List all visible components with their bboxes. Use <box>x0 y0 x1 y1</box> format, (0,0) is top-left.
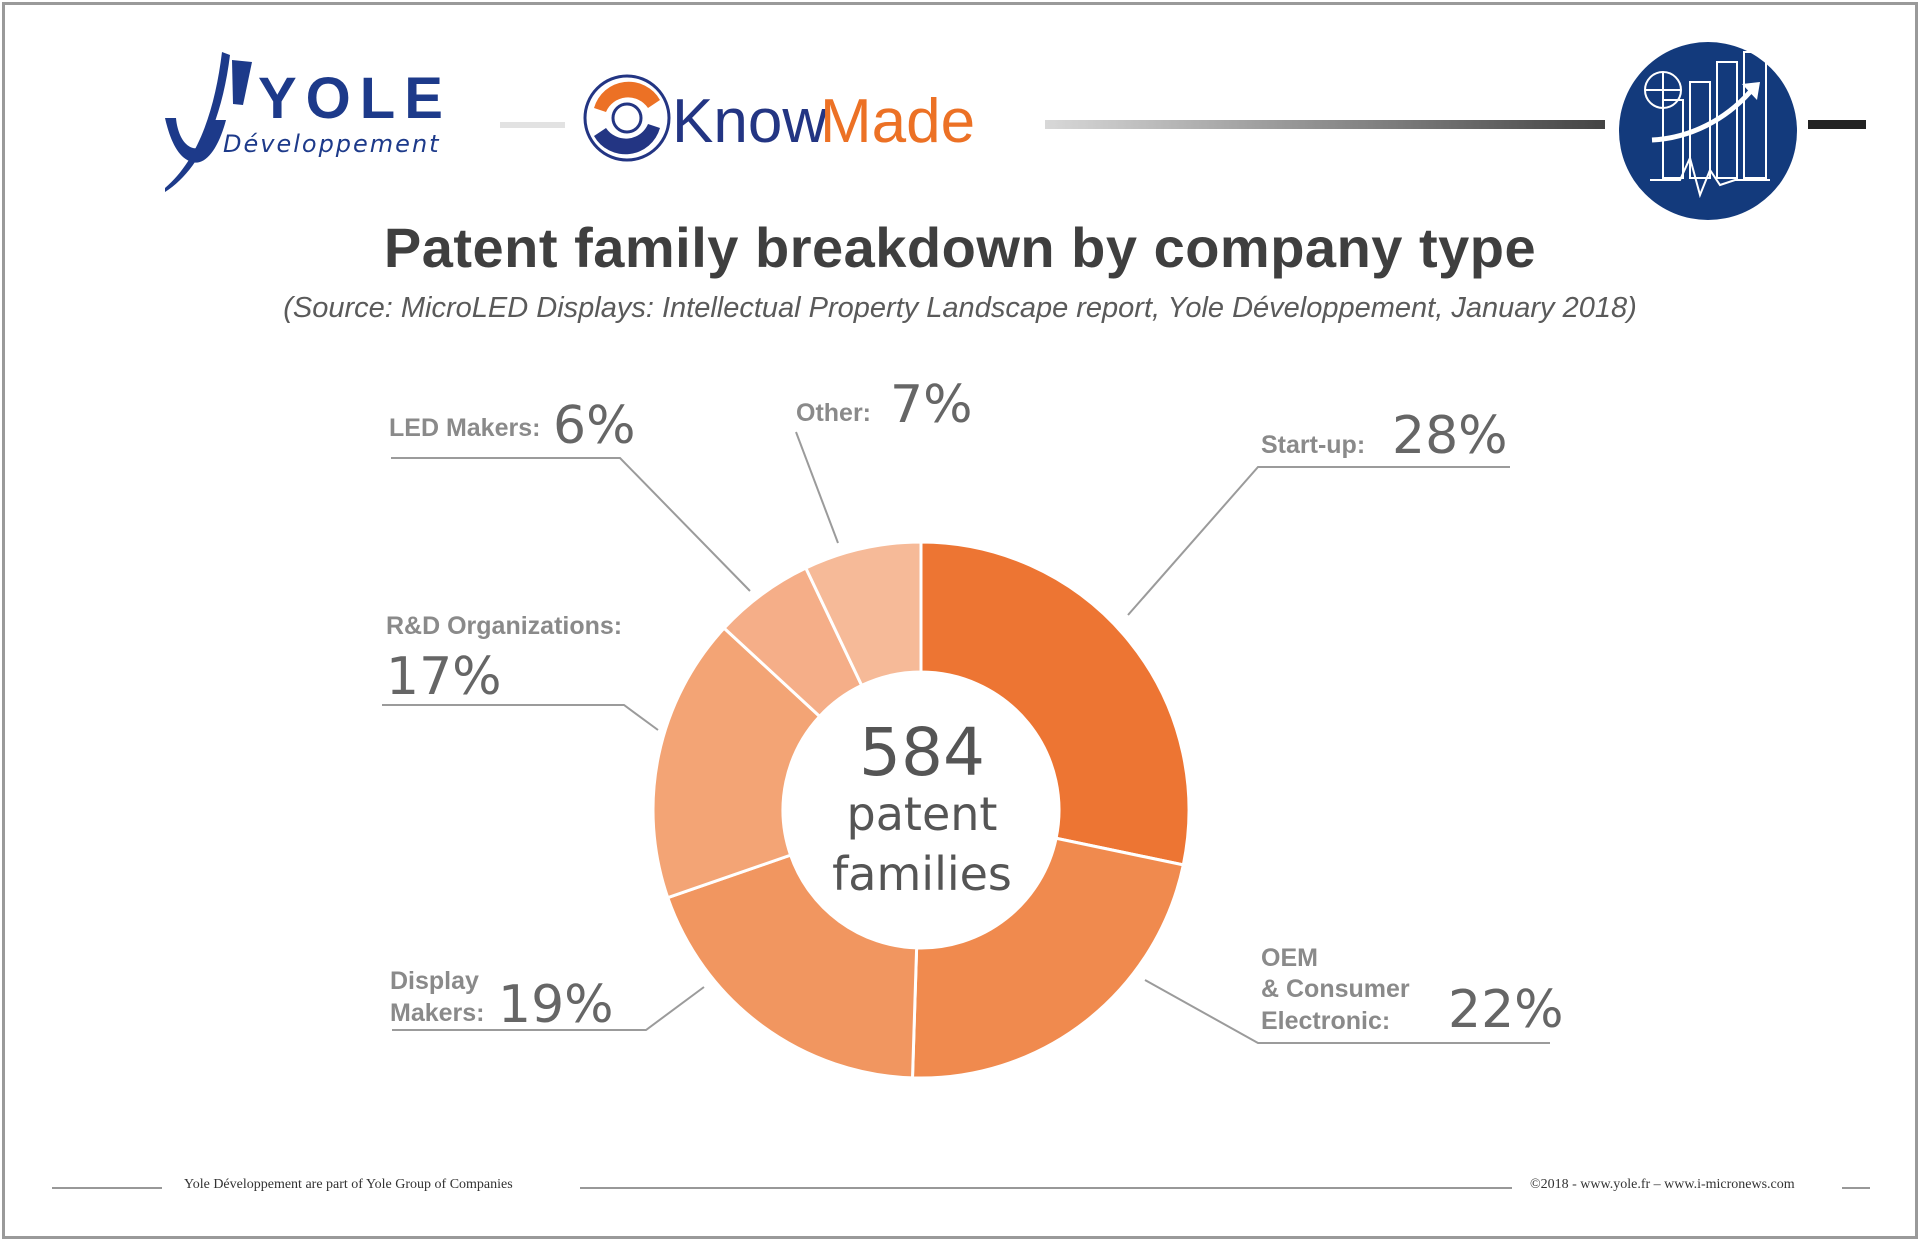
chart-subtitle: (Source: MicroLED Displays: Intellectual… <box>283 292 1637 324</box>
header-logos: YOLE Développement Know Made <box>165 42 1866 220</box>
leader-lines <box>382 431 1550 1044</box>
leader-rnd <box>382 704 659 731</box>
yole-logo: YOLE Développement <box>165 52 452 192</box>
callout-display-line2: Makers: <box>390 999 485 1027</box>
header-rule-end <box>1808 120 1866 129</box>
callout-oem-line1: OEM <box>1261 944 1318 972</box>
callout-startup-label: Start-up: <box>1261 431 1365 459</box>
slice-rnd <box>651 626 822 900</box>
callout-rnd-pct: 17% <box>386 647 502 707</box>
knowmade-made: Made <box>820 87 975 156</box>
callout-oem-pct: 22% <box>1448 980 1564 1040</box>
center-label-line2: families <box>832 847 1012 901</box>
knowmade-logo: Know Made <box>500 74 975 162</box>
yole-wordmark: YOLE <box>258 66 452 131</box>
chart-growth-icon <box>1619 42 1797 220</box>
callout-startup-pct: 28% <box>1392 406 1508 466</box>
slice-startup <box>919 540 1191 867</box>
donut-slices <box>651 540 1191 1080</box>
callout-display-pct: 19% <box>498 975 614 1035</box>
slice-display-makers <box>665 853 919 1080</box>
callout-oem-line3: Electronic: <box>1261 1007 1390 1035</box>
callout-other-pct: 7% <box>890 375 973 435</box>
callout-led-pct: 6% <box>553 396 636 456</box>
header-rule <box>1045 120 1605 129</box>
yole-subtitle: Développement <box>223 130 441 158</box>
callout-led-label: LED Makers: <box>389 414 540 442</box>
leader-other <box>795 431 839 544</box>
knowmade-know: Know <box>672 87 827 156</box>
callout-display-line1: Display <box>390 967 479 995</box>
center-label-line1: patent <box>847 787 998 841</box>
leader-display <box>392 986 705 1031</box>
leader-startup <box>1127 466 1510 616</box>
footer-left-text: Yole Développement are part of Yole Grou… <box>184 1177 513 1192</box>
callout-oem-line2: & Consumer <box>1261 975 1410 1003</box>
callout-rnd-label: R&D Organizations: <box>386 612 622 640</box>
footer-right-text: ©2018 - www.yole.fr – www.i-micronews.co… <box>1530 1177 1795 1192</box>
callout-other-label: Other: <box>796 399 871 427</box>
slice-other <box>803 540 923 688</box>
center-total-number: 584 <box>859 714 985 791</box>
leader-led <box>391 457 751 592</box>
chart-title: Patent family breakdown by company type <box>383 216 1537 279</box>
slice-oem <box>910 836 1186 1080</box>
leader-oem <box>1144 979 1550 1044</box>
